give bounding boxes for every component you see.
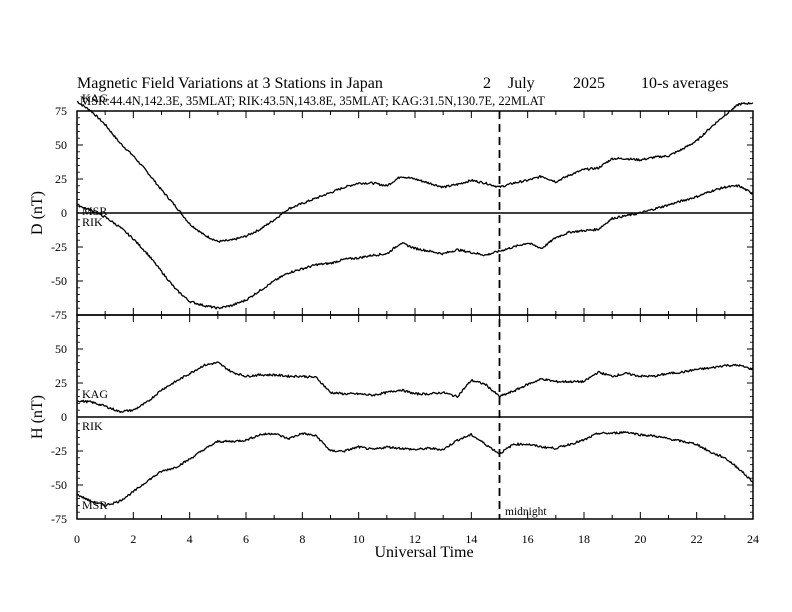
panel-d-ytick-label: 50 [55,138,67,152]
xtick-label: 14 [465,532,477,546]
panel-d-msr-series-line [76,184,754,310]
midnight-label: midnight [505,506,547,518]
d-rik-trace-label: RIK [82,215,103,229]
xtick-label: 22 [691,532,703,546]
panel-d-ytick-label: 25 [55,172,67,186]
chart-title-month: July [508,75,535,92]
x-axis-label: Universal Time [374,544,473,561]
panel-h-kag-series-line [76,361,754,414]
h-msr-trace-label: MSR [82,498,107,512]
xtick-label: 8 [299,532,305,546]
h-rik-trace-label: RIK [82,419,103,433]
chart-title-year: 2025 [573,75,605,92]
panel-d-kag-series-line [76,100,754,243]
panel-h-ytick-label: -75 [51,512,67,526]
panel-h-ytick-label: 25 [55,376,67,390]
chart-title-day: 2 [483,75,491,92]
xtick-label: 6 [243,532,249,546]
panel-h-ytick-label: 50 [55,342,67,356]
panel-d-ytick-label: -50 [51,274,67,288]
plot-layer [76,100,754,519]
xtick-label: 4 [187,532,193,546]
panel-h-ytick-label: 0 [61,410,67,424]
xtick-label: 18 [578,532,590,546]
xtick-label: 20 [634,532,646,546]
chart-title-averaging: 10-s averages [641,75,729,92]
d-kag-trace-label: KAG [82,91,108,105]
xtick-label: 16 [522,532,534,546]
panel-d-ytick-label: 75 [55,104,67,118]
h-axis-label: H (nT) [29,395,46,439]
panel-h-rik-series-line [76,431,754,507]
xtick-label: 0 [74,532,80,546]
panel-h-ytick-label: -50 [51,478,67,492]
d-msr-trace-label: MSR [82,204,107,218]
h-kag-trace-label: KAG [82,387,108,401]
xtick-label: 2 [130,532,136,546]
xtick-label: 24 [747,532,759,546]
d-axis-label: D (nT) [29,191,46,235]
xtick-label: 10 [353,532,365,546]
chart-title: Magnetic Field Variations at 3 Stations … [77,75,383,92]
station-coordinates-subtitle: MSR:44.4N,142.3E, 35MLAT; RIK:43.5N,143.… [80,94,545,108]
panel-d-ytick-label: -75 [51,308,67,322]
panel-d-ytick-label: -25 [51,240,67,254]
xtick-label: 12 [409,532,421,546]
panel-d-ytick-label: 0 [61,206,67,220]
panel-h-ytick-label: -25 [51,444,67,458]
